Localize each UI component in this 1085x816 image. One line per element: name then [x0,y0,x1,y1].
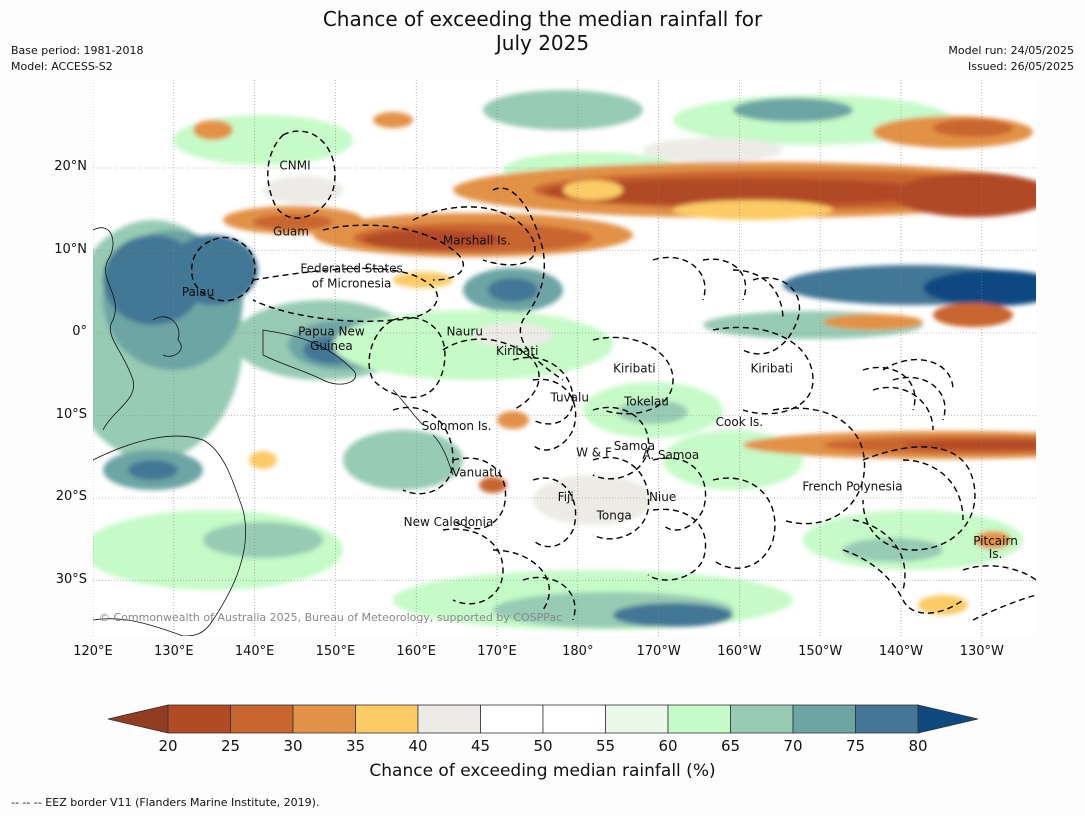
region-label: Guam [273,225,309,239]
meta-left: Base period: 1981-2018 Model: ACCESS-S2 [11,43,143,75]
colorbar-tick-label: 75 [845,737,866,755]
region-label: Fiji [558,490,574,504]
eez-legend-note: -- -- -- EEZ border V11 (Flanders Marine… [11,796,320,809]
region-label: Kiribati [750,362,792,376]
colorbar-segment [480,704,544,734]
region-label: Palau [182,285,214,299]
longitude-tick-label: 140°W [878,644,924,659]
colorbar-segment [230,704,294,734]
region-label: Tonga [596,508,632,522]
colorbar-tick-label: 50 [533,737,553,755]
region-label: W & F [576,446,612,460]
region-label: of Micronesia [312,277,392,291]
colorbar-segment [855,704,919,734]
region-label: Guinea [310,339,353,353]
region-label: Cook Is. [716,415,763,429]
colorbar-segment [730,704,794,734]
region-label: Solomon Is. [422,419,492,433]
latitude-tick-label: 10°N [54,241,87,257]
issued-date: Issued: 26/05/2025 [967,60,1074,73]
latitude-tick-label: 0° [72,324,87,339]
region-label: Is. [989,547,1003,561]
region-label: Samoa [614,439,655,453]
colorbar-tick-label: 70 [783,737,803,755]
region-label: Tuvalu [549,390,589,404]
region-label: New Caledonia [404,515,494,529]
region-label: Federated States [300,262,402,276]
longitude-tick-label: 150°E [315,644,356,659]
copyright-notice: © Commonwealth of Australia 2025, Bureau… [99,611,562,624]
longitude-tick-label: 180° [562,644,594,659]
region-label: Papua New [298,324,365,338]
region-label: Marshall Is. [443,234,511,248]
latitude-tick-label: 20°N [54,159,87,174]
longitude-tick-label: 120°E [73,644,113,659]
latitude-tick-label: 20°S [55,489,87,504]
base-period: Base period: 1981-2018 [11,44,144,57]
longitude-tick-label: 170°E [477,644,517,659]
longitude-tick-label: 140°E [234,644,275,659]
colorbar-tick-label: 65 [720,737,741,755]
longitude-tick-label: 170°W [636,644,681,659]
colorbar-tick-label: 60 [658,737,678,755]
longitude-tick-label: 130°W [959,644,1004,659]
colorbar-segment [667,704,731,734]
region-label: Kiribati [496,344,538,358]
rainfall-map: CNMI Guam Marshall Is. Federated States of M… [93,80,1036,636]
colorbar-segment [792,704,856,734]
region-label: Nauru [446,324,482,338]
region-label: Niue [649,490,676,504]
colorbar-tick-label: 25 [220,737,241,755]
colorbar-tick-label: 20 [158,737,178,755]
region-label: French Polynesia [802,479,902,493]
colorbar-segment [605,704,669,734]
colorbar-tick-label: 35 [345,737,366,755]
region-label: Kiribati [613,362,655,376]
region-label: CNMI [279,159,310,173]
model-run-date: Model run: 24/05/2025 [948,44,1074,57]
colorbar-tick-label: 45 [470,737,491,755]
colorbar-tick-label: 80 [908,737,928,755]
colorbar-segment [355,704,419,734]
colorbar [107,704,979,734]
region-label: A. Samoa [642,448,699,462]
colorbar-label: Chance of exceeding median rainfall (%) [369,761,716,781]
meta-right: Model run: 24/05/2025 Issued: 26/05/2025 [948,43,1074,75]
region-label: Pitcairn [973,534,1018,548]
longitude-tick-label: 160°W [717,644,762,659]
title-line-1: Chance of exceeding the median rainfall … [322,7,763,31]
longitude-tick-label: 150°W [798,644,843,659]
colorbar-segment [417,704,481,734]
colorbar-segment [292,704,356,734]
longitude-tick-label: 160°E [396,644,436,659]
colorbar-tick-label: 40 [408,737,428,755]
colorbar-tick-label: 30 [283,737,303,755]
colorbar-below-arrow [107,704,169,734]
model-name: Model: ACCESS-S2 [11,60,113,73]
region-label: Tokelau [623,395,669,409]
colorbar-tick-label: 55 [595,737,616,755]
latitude-tick-label: 30°S [55,571,87,587]
colorbar-segment [167,704,231,734]
longitude-tick-label: 130°E [154,644,194,659]
colorbar-segment [542,704,606,734]
colorbar-above-arrow [917,704,979,734]
region-label: Vanuatu [452,465,502,479]
latitude-tick-label: 10°S [55,406,87,422]
map-title: Chance of exceeding the median rainfall … [0,7,1085,55]
title-line-2: July 2025 [495,31,590,55]
